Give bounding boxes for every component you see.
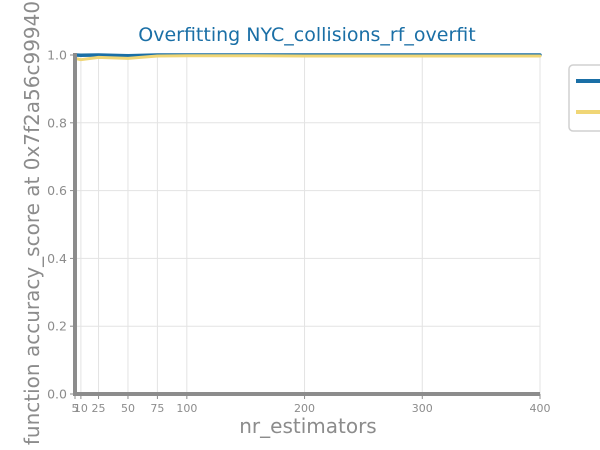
x-tick-label-0: 5	[72, 402, 79, 415]
x-tick-label-7: 300	[412, 402, 433, 415]
grid	[75, 54, 541, 394]
x-tick-label-6: 200	[294, 402, 315, 415]
x-tick-label-1: 10	[74, 402, 88, 415]
y-tick-label-2: 0.4	[47, 251, 67, 266]
y-tick-label-1: 0.2	[47, 319, 67, 334]
series-1-point-1	[80, 58, 82, 61]
series-1-point-5	[186, 54, 188, 57]
series-1-point-8	[362, 55, 365, 57]
series-1-point-3	[127, 57, 129, 60]
series-0-point-1	[80, 54, 82, 57]
y-tick-label-5: 1.0	[47, 48, 67, 63]
y-tick-label-4: 0.8	[47, 115, 67, 130]
series-1-point-6	[244, 54, 247, 57]
series-1-point-10	[480, 55, 482, 57]
legend-box	[568, 64, 600, 132]
series-line-1	[73, 54, 542, 62]
series-1-point-11	[539, 55, 541, 57]
axes	[73, 53, 540, 396]
tick-labels: 510 25 50 75 100 200 300 400 0.0 0.2 0.4 0.6 0.8 1.0	[47, 48, 550, 416]
y-tick-label-0: 0.0	[47, 387, 67, 402]
y-tick-label-3: 0.6	[47, 183, 67, 198]
series-1-point-2	[97, 56, 100, 59]
series-1-point-4	[156, 55, 159, 57]
series-1-point-7	[303, 55, 306, 57]
series-0-point-3	[127, 54, 129, 57]
series-layer	[73, 53, 542, 62]
series-0-point-2	[97, 54, 100, 56]
chart-title: Overfitting NYC_collisions_rf_overfit	[138, 24, 475, 46]
legend	[568, 64, 600, 132]
x-tick-label-2: 25	[92, 402, 106, 415]
x-tick-label-8: 400	[530, 402, 551, 415]
x-axis-title: nr_estimators	[239, 414, 376, 438]
x-tick-label-4: 75	[150, 402, 164, 415]
x-tick-label-3: 50	[121, 402, 135, 415]
series-1-point-9	[421, 55, 424, 57]
y-axis-title: function accuracy_score at 0x7f2a56c9994…	[20, 1, 44, 445]
x-tick-label-5: 100	[176, 402, 197, 415]
